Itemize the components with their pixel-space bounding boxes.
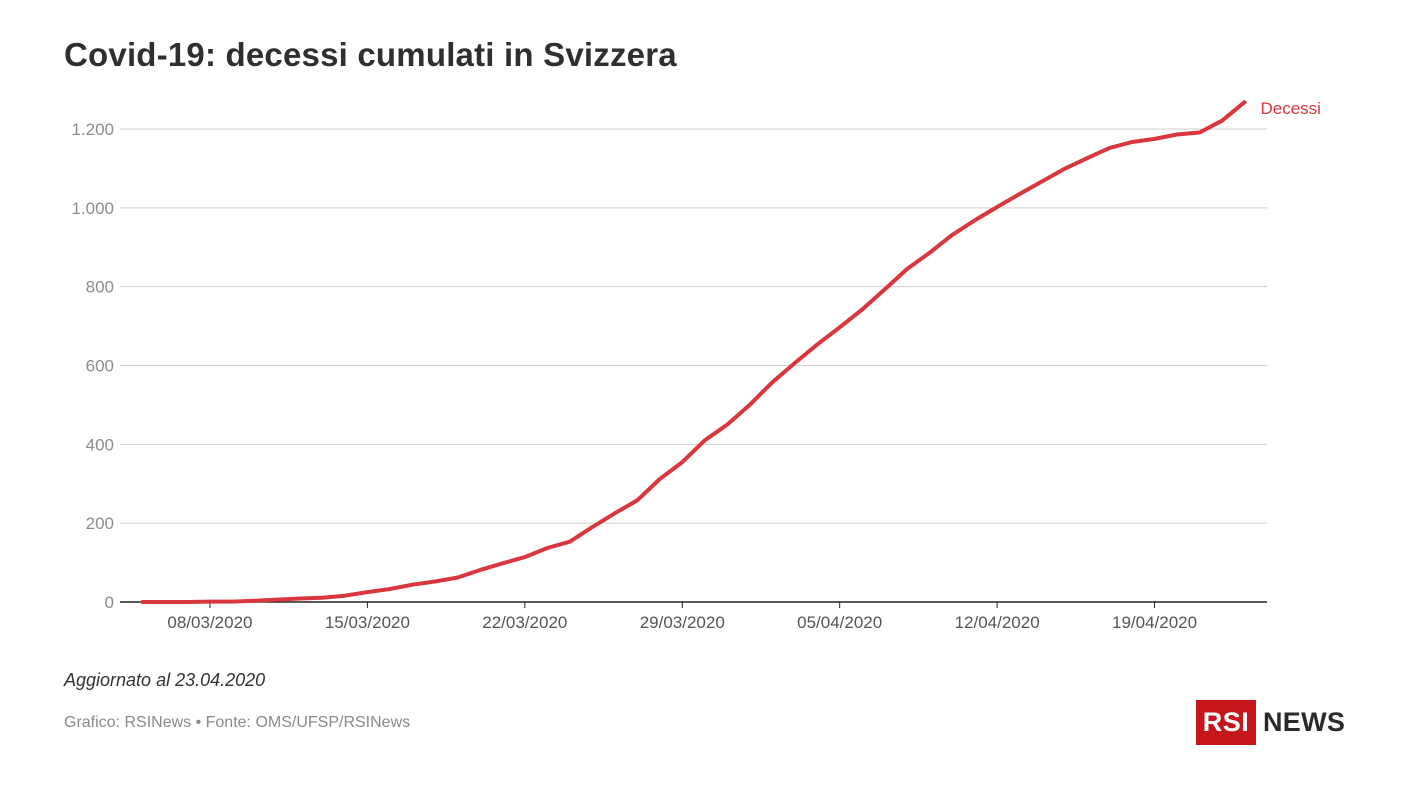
- updated-note: Aggiornato al 23.04.2020: [64, 670, 266, 690]
- y-tick-label: 800: [86, 278, 114, 297]
- x-tick-label: 29/03/2020: [640, 613, 725, 632]
- chart-title: Covid-19: decessi cumulati in Svizzera: [64, 36, 677, 73]
- x-tick-label: 15/03/2020: [325, 613, 410, 632]
- series-label: Decessi: [1261, 99, 1321, 118]
- series-layer: Decessi: [140, 99, 1321, 604]
- x-tick-label: 05/04/2020: [797, 613, 882, 632]
- gridlines: [120, 128, 1267, 524]
- y-tick-label: 600: [86, 357, 114, 376]
- y-tick-label: 400: [86, 435, 114, 454]
- x-tick-label: 12/04/2020: [955, 613, 1040, 632]
- x-axis-ticks: 08/03/2020 15/03/2020 22/03/2020 29/03/2020…: [167, 602, 1197, 632]
- source-credit: Grafico: RSINews • Fonte: OMS/UFSP/RSINe…: [64, 714, 411, 731]
- rsi-news-logo: RSI NEWS: [1196, 700, 1345, 745]
- logo-mark: RSI: [1196, 700, 1256, 745]
- y-tick-label: 1.000: [71, 199, 114, 218]
- y-tick-label: 0: [105, 593, 114, 612]
- y-tick-label: 1.200: [71, 120, 114, 139]
- series-line-decessi: [140, 100, 1247, 604]
- y-tick-label: 200: [86, 514, 114, 533]
- x-tick-label: 22/03/2020: [482, 613, 567, 632]
- y-axis-ticks: 0 200 400 600 800 1.000 1.200: [71, 120, 114, 612]
- logo-wordmark: NEWS: [1263, 707, 1346, 737]
- x-tick-label: 19/04/2020: [1112, 613, 1197, 632]
- x-tick-label: 08/03/2020: [167, 613, 252, 632]
